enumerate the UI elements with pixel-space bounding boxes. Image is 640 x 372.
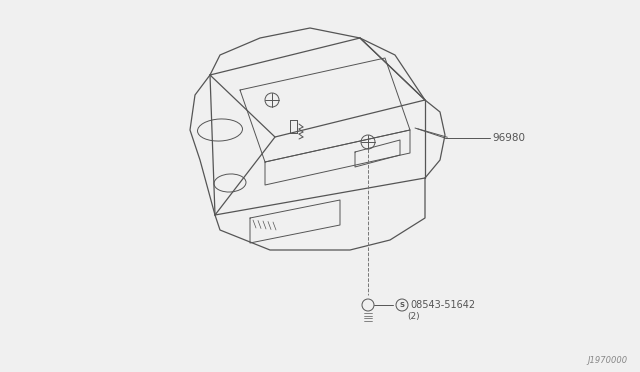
Text: S: S bbox=[399, 302, 404, 308]
Text: (2): (2) bbox=[407, 311, 420, 321]
Text: J1970000: J1970000 bbox=[587, 356, 627, 365]
Text: 96980: 96980 bbox=[492, 133, 525, 143]
Text: 08543-51642: 08543-51642 bbox=[410, 300, 475, 310]
